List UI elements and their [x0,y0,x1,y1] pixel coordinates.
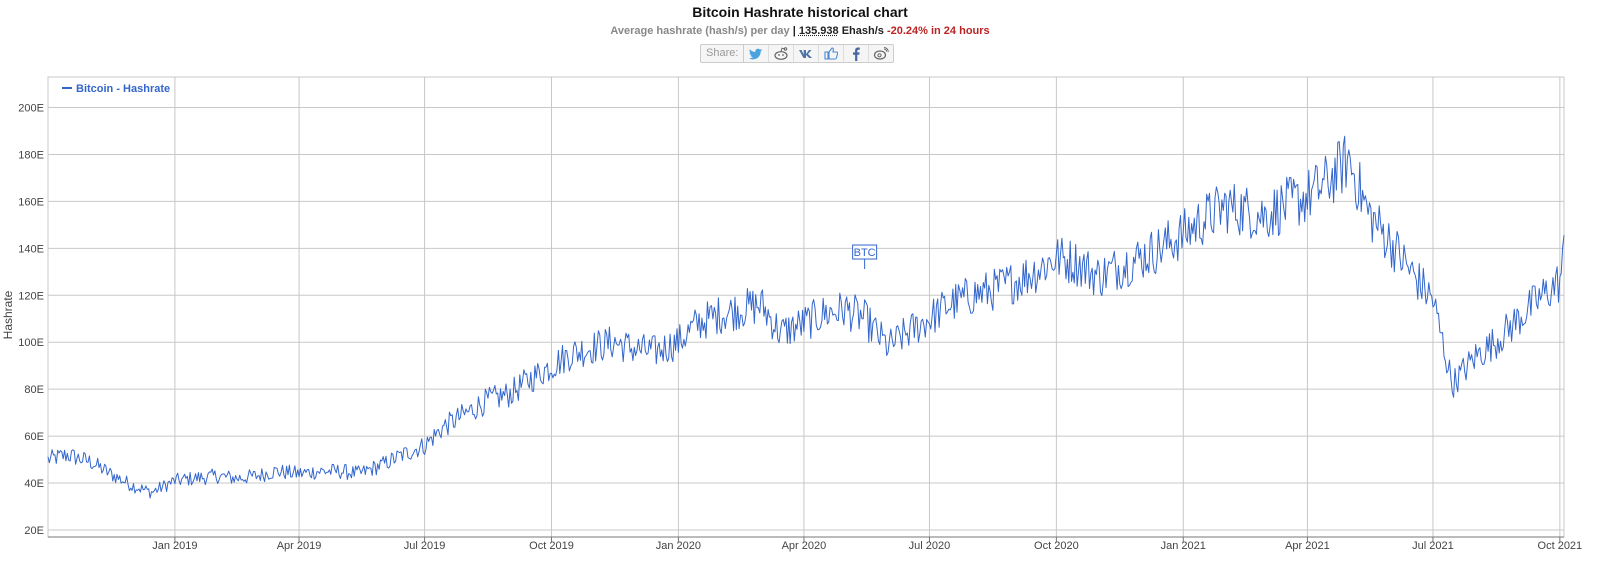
y-tick-label: 100E [18,337,44,349]
x-tick-label: Jul 2021 [1412,540,1454,552]
x-tick-label: Jul 2019 [404,540,446,552]
x-tick-label: Oct 2020 [1034,540,1079,552]
flag-box [852,244,878,260]
y-tick-label: 60E [24,431,44,443]
vk-icon[interactable] [794,45,820,62]
hashrate-unit: Ehash/s [841,25,884,37]
x-tick-label: Jan 2020 [656,540,701,552]
y-tick-label: 120E [18,290,44,302]
legend-entry[interactable]: Bitcoin - Hashrate [76,83,170,95]
y-axis-label: Hashrate [1,290,15,339]
subtitle-separator: | [792,25,796,37]
like-icon[interactable] [819,45,845,62]
plot-border [47,76,1565,538]
y-axis-ticks: 20E 40E 60E 80E 100E 120E 140E 160E 180E 200E [18,103,44,537]
btc-annotation-flag[interactable]: BTC [852,244,878,270]
weibo-icon[interactable] [869,45,893,62]
share-bar: Share: [700,44,895,63]
chart-legend[interactable]: Bitcoin - Hashrate [62,83,170,95]
chart-grid [47,76,1565,538]
current-hashrate-value: 135.938 [798,25,839,37]
x-tick-label: Oct 2021 [1538,540,1583,552]
x-tick-label: Apr 2020 [782,540,827,552]
hashrate-change: -20.24% in 24 hours [886,25,990,37]
x-tick-label: Oct 2019 [529,540,574,552]
x-tick-label: Jan 2019 [152,540,197,552]
subtitle-prefix: Average hashrate (hash/s) per day [610,25,790,37]
x-axis-ticks: Jan 2019 Apr 2019 Jul 2019 Oct 2019 Jan 2020… [152,537,1582,552]
x-tick-label: Apr 2021 [1285,540,1330,552]
y-tick-label: 180E [18,149,44,161]
chart-title: Bitcoin Hashrate historical chart [692,4,908,20]
y-tick-label: 40E [24,478,44,490]
hashrate-series [47,135,1565,499]
share-label: Share: [701,45,745,62]
reddit-icon[interactable] [769,45,795,62]
twitter-icon[interactable] [744,45,770,62]
y-tick-label: 20E [24,525,44,537]
flag-label: BTC [854,247,876,259]
facebook-icon[interactable] [844,45,870,62]
x-tick-label: Jan 2021 [1161,540,1206,552]
y-tick-label: 160E [18,196,44,208]
x-tick-label: Jul 2020 [909,540,951,552]
chart-subtitle: Average hashrate (hash/s) per day | 135.… [0,25,1600,37]
y-tick-label: 80E [24,384,44,396]
x-tick-label: Apr 2019 [277,540,322,552]
y-tick-label: 200E [18,103,44,115]
y-tick-label: 140E [18,243,44,255]
hashrate-line [47,135,1565,499]
